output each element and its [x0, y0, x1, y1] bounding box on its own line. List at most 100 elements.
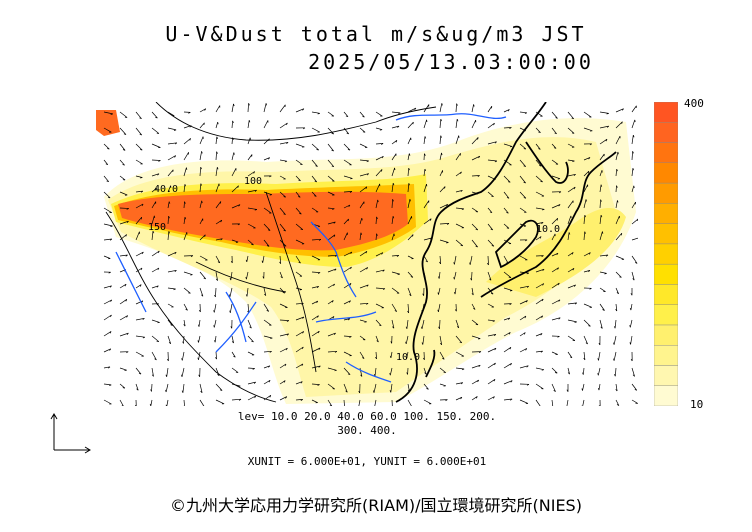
wind-arrow [487, 255, 489, 266]
wind-arrowhead [395, 140, 398, 143]
wind-arrow [407, 153, 410, 161]
wind-arrow [135, 231, 140, 241]
wind-arrow [262, 255, 265, 263]
wind-arrow [359, 217, 363, 225]
wind-arrowhead [572, 160, 575, 163]
wind-arrow [583, 351, 586, 360]
wind-arrowhead [554, 132, 557, 135]
wind-arrow [551, 204, 561, 209]
wind-arrow [375, 143, 384, 145]
wind-arrowhead [494, 362, 496, 366]
wind-arrow [503, 109, 510, 113]
wind-arrow [455, 189, 463, 193]
wind-arrowhead [203, 122, 205, 125]
wind-arrowhead [414, 107, 417, 111]
wind-arrow [615, 135, 621, 145]
wind-arrowhead [616, 168, 618, 172]
wind-arrow [183, 167, 187, 177]
wind-arrow [183, 287, 191, 294]
wind-arrow [135, 284, 142, 289]
wind-arrowhead [440, 135, 442, 138]
wind-arrow [439, 203, 448, 209]
wind-arrow [583, 319, 591, 327]
wind-arrowhead [253, 381, 256, 384]
colorbar [654, 102, 678, 406]
wind-arrow [423, 399, 432, 405]
wind-arrow [343, 399, 345, 406]
wind-arrowhead [185, 308, 188, 311]
colorbar-band [654, 365, 678, 386]
wind-arrowhead [110, 225, 113, 227]
wind-arrowhead [217, 374, 220, 376]
wind-arrowhead [584, 214, 587, 218]
wind-arrowhead [523, 165, 526, 167]
wind-arrow [359, 201, 365, 209]
wind-arrow [135, 267, 143, 273]
wind-arrow [519, 315, 527, 321]
wind-arrow [119, 315, 128, 321]
wind-arrow [279, 159, 288, 162]
wind-arrow [103, 331, 112, 337]
wind-arrow [503, 398, 513, 401]
wind-arrow [327, 283, 335, 289]
wind-arrowhead [201, 151, 203, 154]
wind-arrowhead [107, 196, 111, 199]
wind-arrow [135, 367, 142, 375]
wind-arrowhead [558, 204, 561, 207]
wind-arrowhead [622, 108, 624, 111]
wind-arrow [151, 319, 160, 323]
wind-arrow [311, 175, 317, 183]
wind-arrowhead [197, 340, 199, 343]
wind-arrow [181, 367, 185, 377]
wind-arrowhead [150, 389, 152, 392]
wind-arrow [535, 175, 543, 183]
wind-arrowhead [358, 390, 361, 394]
wind-arrowhead [597, 387, 600, 391]
wind-arrow [519, 332, 526, 337]
wind-arrow [567, 302, 577, 305]
wind-arrowhead [173, 129, 177, 131]
wind-arrow [551, 233, 556, 241]
wind-arrow [503, 223, 510, 229]
wind-arrow [279, 333, 289, 337]
wind-arrow [391, 167, 395, 177]
wind-arrow [279, 223, 286, 232]
wind-arrow [519, 285, 529, 289]
wind-arrow [407, 303, 410, 313]
wind-arrow [599, 287, 606, 292]
wind-arrow [279, 191, 286, 198]
contour-label-3: 10.0 [396, 352, 420, 363]
wind-arrowhead [350, 178, 353, 180]
wind-arrowhead [617, 200, 619, 203]
wind-arrow [471, 303, 476, 310]
wind-arrow [150, 399, 153, 406]
wind-arrowhead [286, 333, 289, 336]
wind-arrow [263, 239, 270, 247]
wind-arrow [597, 367, 601, 376]
wind-arrowhead [394, 310, 397, 312]
wind-arrowhead [376, 233, 378, 236]
wind-arrowhead [284, 363, 287, 367]
wind-arrow [167, 335, 172, 344]
wind-arrowhead [188, 112, 191, 114]
wind-arrowhead [600, 214, 603, 218]
wind-arrow [119, 254, 128, 257]
wind-arrowhead [456, 118, 459, 122]
wind-arrowhead [233, 152, 235, 155]
wind-arrowhead [174, 270, 177, 272]
wind-arrowhead [197, 324, 200, 327]
wind-arrow [471, 104, 474, 113]
wind-arrowhead [168, 231, 171, 234]
wind-arrowhead [217, 261, 220, 264]
wind-arrow [343, 283, 352, 289]
wind-arrow [583, 215, 586, 225]
wind-arrowhead [506, 227, 510, 229]
wind-arrow [455, 171, 462, 177]
wind-arrowhead [541, 315, 544, 318]
colorbar-max-label: 400 [684, 97, 704, 110]
wind-arrowhead [201, 294, 204, 297]
wind-arrowhead [408, 153, 411, 156]
wind-arrowhead [574, 284, 576, 287]
wind-arrow [311, 191, 317, 197]
wind-arrowhead [389, 373, 391, 376]
